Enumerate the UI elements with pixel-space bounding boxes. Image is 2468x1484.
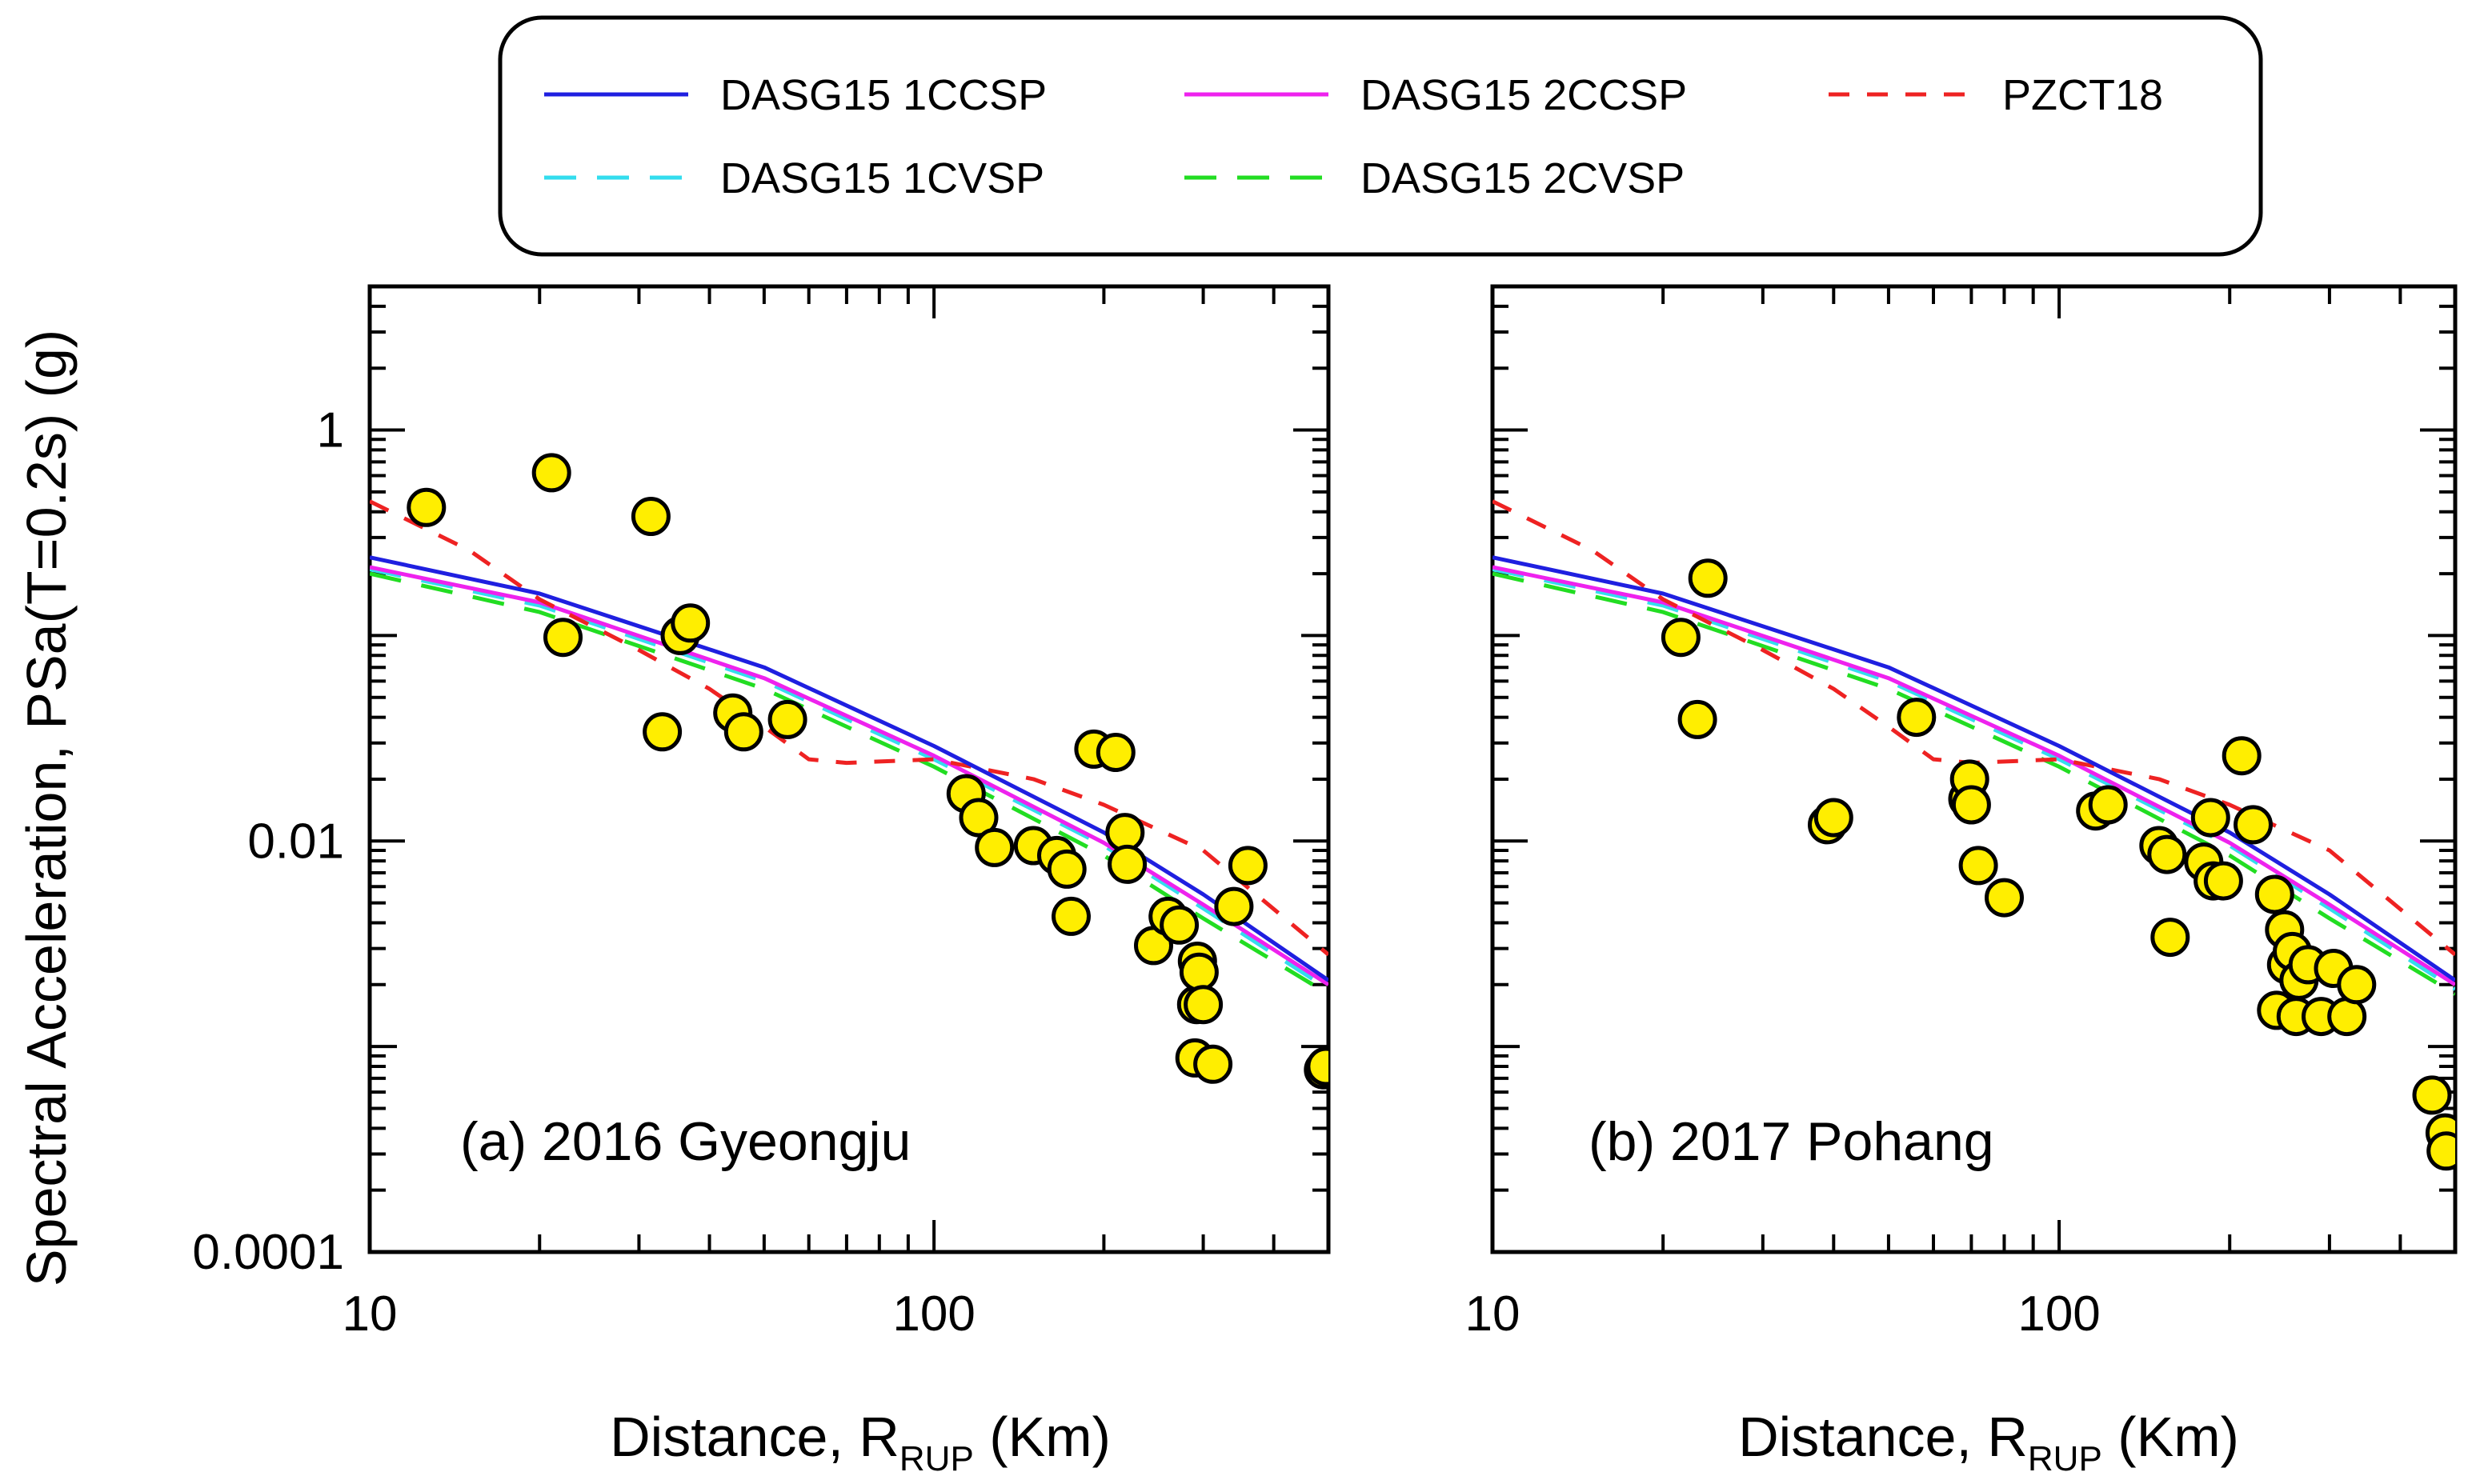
y-tick-label: 0.01 [247,814,344,869]
legend-label-pzct18: PZCT18 [2002,71,2163,119]
x-axis-title-a: Distance, RRUP (Km) [610,1406,1111,1478]
panel-pohang: 10 100 (b) 2017 Pohang [1465,284,2458,1342]
panel-title-a: (a) 2016 Gyeongju [460,1111,911,1172]
data-point [1179,952,1219,992]
x-tick-label: 100 [892,1286,975,1342]
x-axis-title-a-sub: RUP [899,1439,974,1478]
plot-frame-a [367,284,1331,1254]
axis-ticks-a [368,285,1330,1254]
y-tick-label: 1 [317,403,344,458]
legend-box [498,15,2263,257]
data-point [631,497,671,536]
series-line-dasg15-1ccsp [1492,555,2455,982]
data-point [1985,878,2024,918]
series-line-dasg15-1cvsp [1492,567,2455,991]
data-point [671,603,711,643]
series-line-dasg15-2ccsp [1492,565,2455,986]
data-point [2190,798,2230,838]
legend-label-2cvsp: DASG15 2CVSP [1360,154,1685,202]
data-point [975,827,1015,867]
x-tick-label: 10 [343,1286,398,1342]
data-point [2088,785,2128,825]
data-point [1688,558,1728,598]
data-point [2426,1131,2455,1171]
x-axis-title-b-prefix: Distance, R [1738,1406,2028,1468]
data-point [1677,699,1717,739]
data-point [1951,785,1991,825]
legend: DASG15 1CCSP DASG15 2CCSP PZCT18 DASG15 … [498,15,2263,257]
legend-entry-2cvsp: DASG15 2CVSP [1184,154,1685,202]
y-axis-title: Spectral Acceleration, PSa(T=0.2s) (g) [15,330,78,1286]
data-point [407,487,447,527]
panel-gyeongju: 1 0.01 0.0001 10 100 (a) 2016 Gyeongju [192,284,1331,1342]
series-line-dasg15-2ccsp [370,565,1328,986]
x-axis-title-b-suffix: (Km) [2102,1406,2239,1468]
series-line-pzct18 [1492,499,2455,957]
data-point [1897,698,1937,738]
legend-entry-1ccsp: DASG15 1CCSP [544,71,1047,119]
plot-area-b [1492,499,2455,1171]
data-point [1052,896,1091,936]
data-point [2327,997,2367,1037]
legend-entry-2ccsp: DASG15 2CCSP [1184,71,1687,119]
x-axis-title-b-sub: RUP [2028,1439,2102,1478]
data-point [1193,1044,1233,1084]
data-point [767,699,807,739]
data-point [2254,874,2294,914]
data-point [2234,805,2273,845]
x-axis-title-a-suffix: (Km) [974,1406,1111,1468]
data-point [643,712,683,752]
data-point [959,798,999,838]
data-point [1228,846,1268,886]
data-point [1661,618,1701,658]
x-tick-label: 100 [2017,1286,2100,1342]
series-line-dasg15-1cvsp [370,567,1328,991]
data-point [1096,733,1136,772]
x-axis-title-a-prefix: Distance, R [610,1406,899,1468]
series-line-pzct18 [370,499,1328,957]
data-point [1108,844,1148,884]
data-point [1813,798,1853,838]
data-point [2337,965,2377,1005]
series-line-dasg15-2cvsp [1492,571,2455,996]
legend-label-2ccsp: DASG15 2CCSP [1360,71,1687,119]
data-point [2412,1075,2452,1115]
legend-label-1ccsp: DASG15 1CCSP [720,71,1047,119]
data-point [1306,1046,1328,1086]
legend-entry-pzct18: PZCT18 [1829,71,2163,119]
legend-entry-1cvsp: DASG15 1CVSP [544,154,1044,202]
plot-area-a [370,453,1328,1090]
data-point [543,618,583,658]
data-point [2150,918,2190,958]
data-point [1047,849,1087,889]
x-tick-label: 10 [1465,1286,1520,1342]
series-line-dasg15-1ccsp [370,555,1328,982]
data-point [723,712,763,752]
data-point [1214,886,1254,926]
data-point [531,453,571,493]
data-point [2203,861,2243,901]
data-point [2147,834,2187,874]
panel-title-b: (b) 2017 Pohang [1589,1111,1994,1172]
x-axis-title-b: Distance, RRUP (Km) [1738,1406,2239,1478]
data-point [1105,813,1145,853]
data-point [1184,985,1224,1025]
legend-label-1cvsp: DASG15 1CVSP [720,154,1044,202]
data-point [1958,846,1998,886]
data-point [1160,905,1200,945]
y-tick-label: 0.0001 [192,1225,344,1280]
data-point [2222,736,2262,776]
series-line-dasg15-2cvsp [370,571,1328,996]
